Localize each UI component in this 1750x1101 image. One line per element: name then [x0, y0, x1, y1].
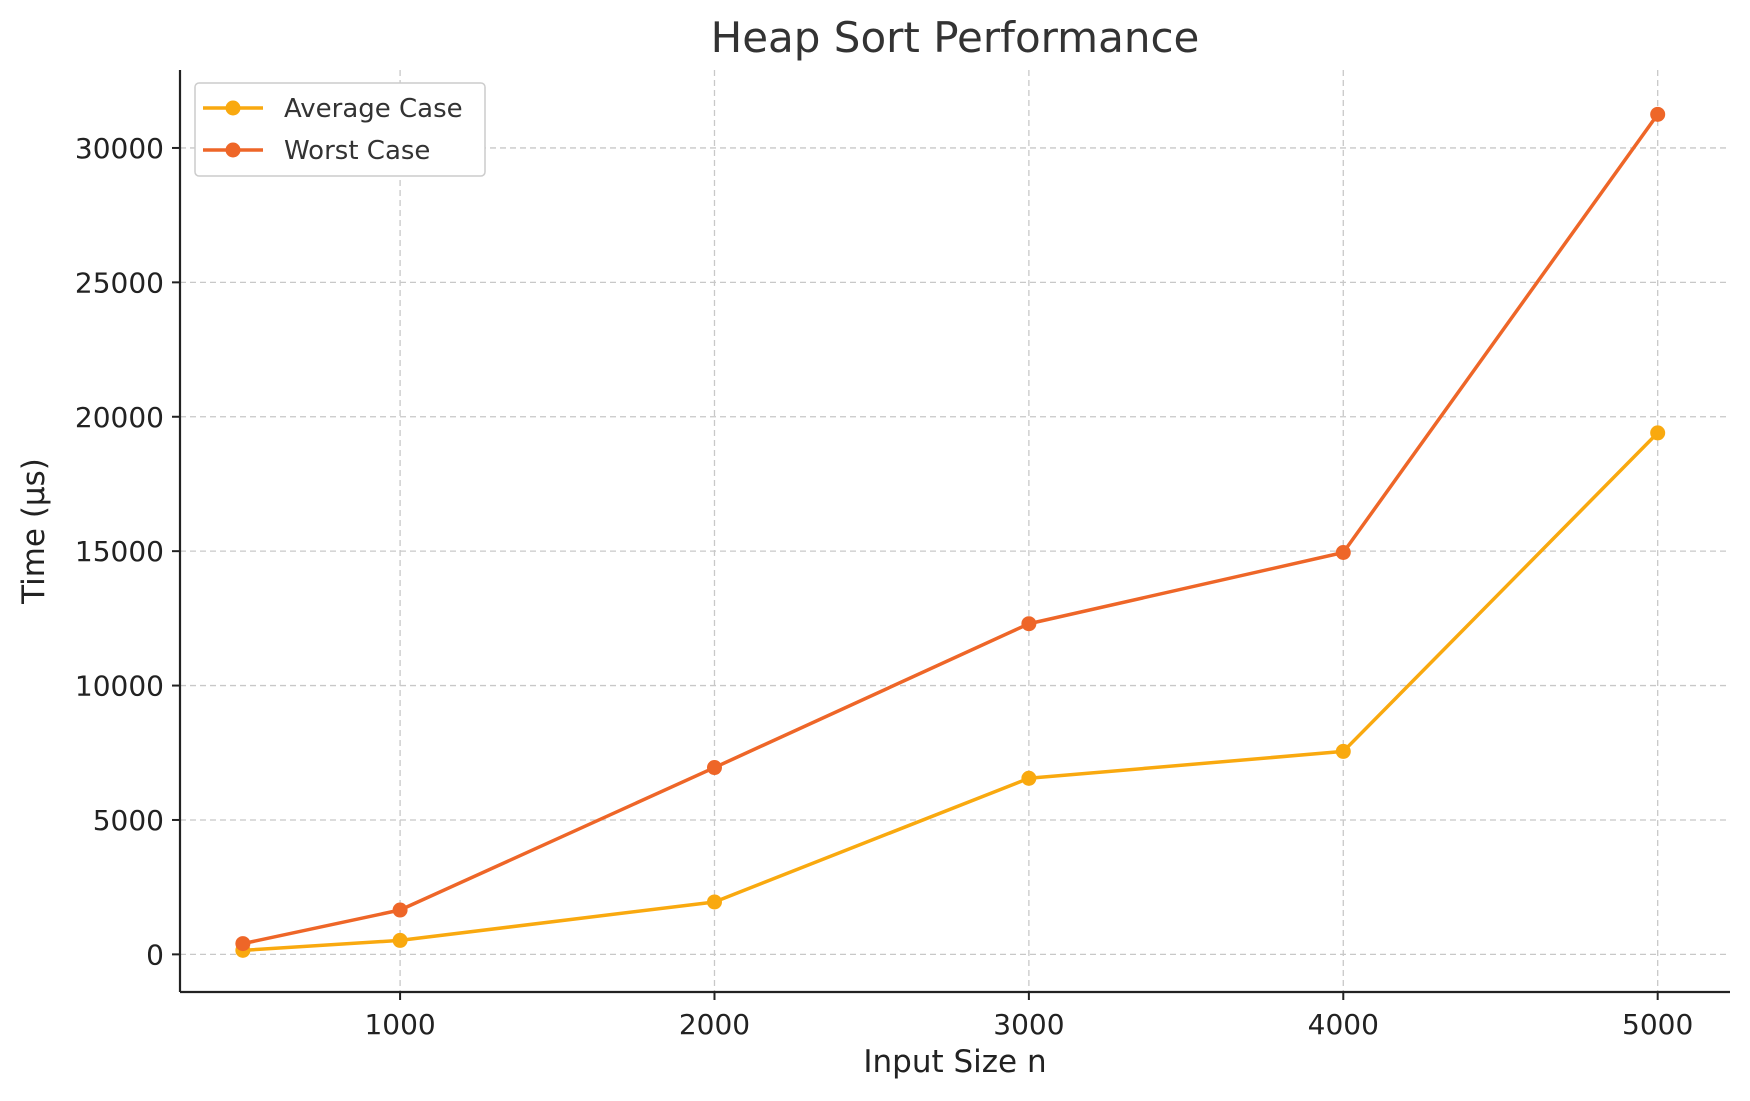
y-tick-label: 5000	[93, 804, 164, 837]
y-tick-label: 10000	[75, 670, 164, 703]
y-tick-label: 25000	[75, 266, 164, 299]
data-point-average-case	[1021, 770, 1037, 786]
x-tick-label: 5000	[1622, 1008, 1693, 1041]
legend-item-average-case: Average Case	[203, 94, 463, 124]
legend-label-average-case: Average Case	[284, 94, 463, 124]
x-tick-label: 1000	[364, 1008, 435, 1041]
x-tick-label: 2000	[679, 1008, 750, 1041]
legend-box	[194, 82, 486, 177]
data-point-worst-case	[706, 760, 722, 776]
series-layer	[235, 106, 1666, 958]
ticks: 1000 2000 3000 4000 5000 0 5000 10000 15000 20000…	[75, 132, 1693, 1041]
legend-item-worst-case: Worst Case	[203, 136, 430, 166]
legend-marker-worst-case	[225, 142, 241, 158]
y-tick-label: 20000	[75, 401, 164, 434]
series-worst-case	[235, 106, 1666, 952]
grid	[180, 70, 1730, 992]
data-point-average-case	[1650, 425, 1666, 441]
data-point-worst-case	[235, 936, 251, 952]
y-tick-label: 0	[146, 938, 164, 971]
data-point-worst-case	[1021, 616, 1037, 632]
series-line-worst-case	[241, 112, 1660, 946]
data-point-average-case	[1335, 743, 1351, 759]
data-point-worst-case	[392, 902, 408, 918]
legend: Average Case Worst Case	[194, 82, 486, 177]
y-tick-label: 15000	[75, 535, 164, 568]
x-axis-title: Input Size n	[863, 1044, 1046, 1080]
legend-marker-average-case	[225, 100, 241, 116]
chart-title: Heap Sort Performance	[711, 13, 1200, 62]
axes	[178, 70, 1730, 994]
y-tick-label: 30000	[75, 132, 164, 165]
data-point-worst-case	[1335, 545, 1351, 561]
x-tick-label: 3000	[993, 1008, 1064, 1041]
series-line-average-case	[241, 431, 1660, 953]
x-tick-label: 4000	[1308, 1008, 1379, 1041]
data-point-average-case	[392, 932, 408, 948]
y-axis-title: Time (µs)	[16, 458, 52, 605]
legend-label-worst-case: Worst Case	[284, 136, 430, 166]
series-average-case	[235, 425, 1666, 958]
data-point-worst-case	[1650, 106, 1666, 122]
legend-items: Average Case Worst Case	[203, 94, 463, 166]
data-point-average-case	[706, 894, 722, 910]
